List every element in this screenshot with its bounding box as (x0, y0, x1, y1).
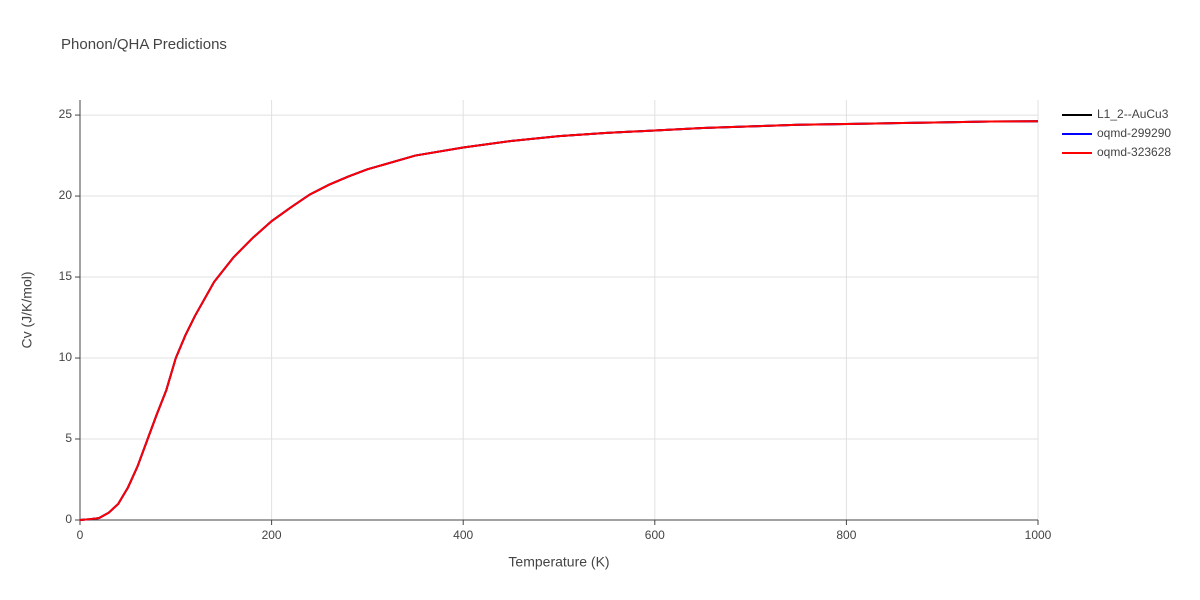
y-tick-label: 15 (59, 269, 73, 283)
y-tick-label: 10 (59, 350, 73, 364)
x-tick-label: 0 (77, 528, 84, 542)
x-tick-label: 400 (453, 528, 473, 542)
x-axis-title: Temperature (K) (508, 554, 609, 570)
y-tick-label: 25 (59, 107, 73, 121)
legend-label: oqmd-323628 (1097, 145, 1171, 159)
y-tick-label: 5 (65, 431, 72, 445)
x-tick-label: 200 (262, 528, 282, 542)
chart-title: Phonon/QHA Predictions (61, 36, 227, 53)
legend-label: oqmd-299290 (1097, 126, 1171, 140)
x-tick-label: 600 (645, 528, 665, 542)
x-tick-label: 800 (836, 528, 856, 542)
series-line (79, 120, 1039, 521)
y-axis-title: Cv (J/K/mol) (19, 272, 35, 349)
legend-label: L1_2--AuCu3 (1097, 107, 1169, 121)
y-tick-label: 0 (65, 512, 72, 526)
x-tick-label: 1000 (1025, 528, 1052, 542)
series-line (79, 120, 1039, 521)
y-tick-label: 20 (59, 188, 73, 202)
series-line (79, 120, 1039, 521)
